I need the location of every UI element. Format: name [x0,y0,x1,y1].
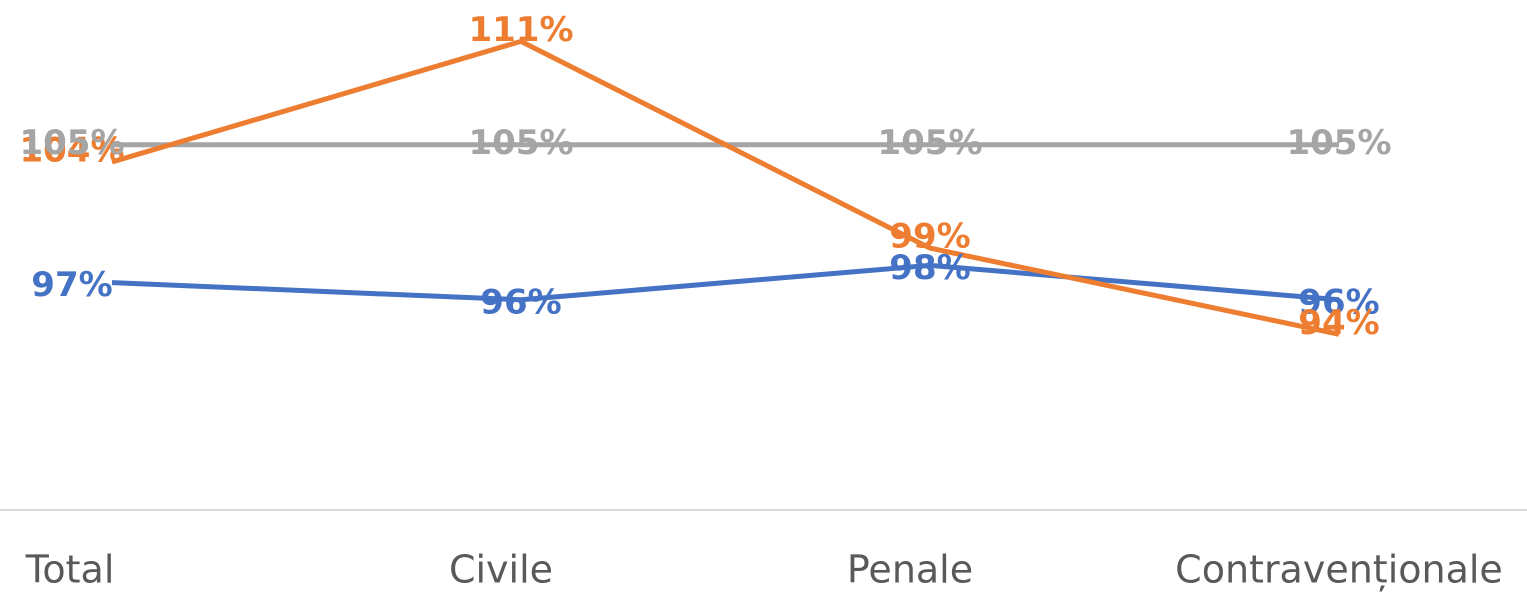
data-label: 104% [19,130,124,170]
data-label: 94% [1298,303,1379,343]
data-label: 96% [1298,282,1379,322]
data-label: 105% [1286,123,1391,163]
x-tick-label: Total [25,548,115,592]
data-label: 105% [877,123,982,163]
series-line [111,262,1340,303]
x-tick-label: Contravenționale [1175,548,1503,592]
data-label: 98% [889,248,970,288]
data-label: 111% [468,10,573,50]
x-tick-label: Penale [847,548,973,592]
data-label: 97% [31,265,112,305]
x-tick-label: Civile [449,548,553,592]
series-line [111,38,1340,337]
data-label: 99% [889,217,970,257]
data-label: 96% [480,282,561,322]
data-label: 105% [468,123,573,163]
data-label: 105% [19,123,124,163]
